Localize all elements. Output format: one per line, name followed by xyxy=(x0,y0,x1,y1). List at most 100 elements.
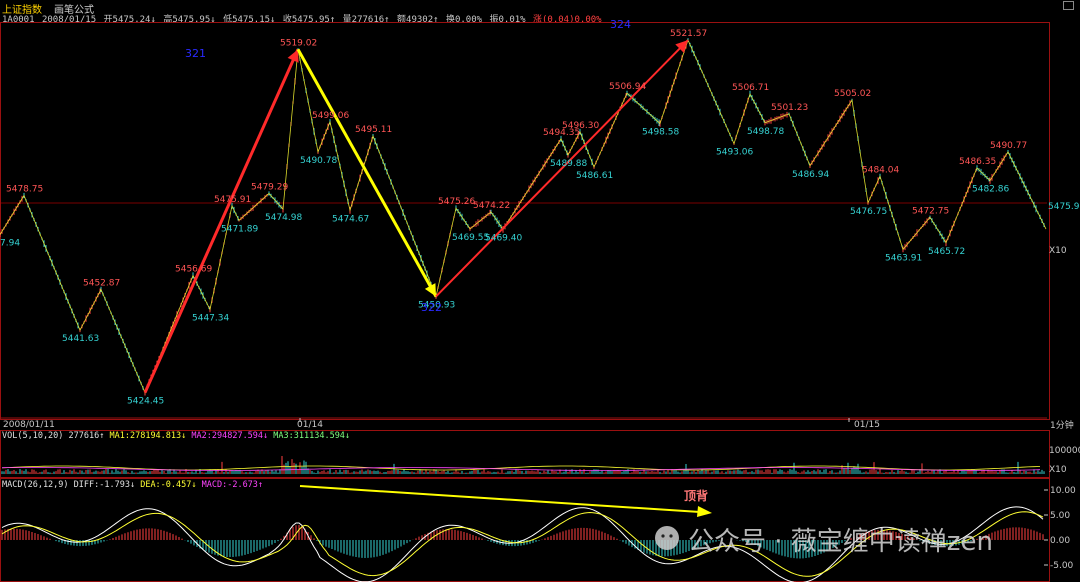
x-tick-label: 2008/01/11 xyxy=(3,420,55,430)
pivot-label: 5447.34 xyxy=(192,314,229,324)
diff-line xyxy=(1,506,1044,582)
pivot-label: 5474.67 xyxy=(332,214,369,224)
price-scale-label: X10 xyxy=(1049,246,1067,256)
chart-header: 上证指数 画笔公式 xyxy=(2,1,94,16)
vol-ma2: MA2:294827.594↓ xyxy=(191,431,269,441)
macd-axis-label: 10.00 xyxy=(1050,486,1076,496)
volume-value: 量277616↑ xyxy=(342,15,390,25)
pen-stroke-line xyxy=(0,38,1047,394)
pivot-label: 5463.91 xyxy=(885,253,922,263)
macd-value: MACD:-2.673↑ xyxy=(201,480,264,490)
watermark: 公众号 · 薇宝缠中读禅zen xyxy=(655,526,993,557)
vol-axis-label: 100000 xyxy=(1049,446,1080,456)
wave-label-321: 321 xyxy=(185,47,206,60)
pivot-label: 5501.23 xyxy=(771,103,808,113)
pivot-label: 5494.35 xyxy=(543,128,580,138)
pivot-label: 5506.94 xyxy=(609,82,646,92)
vol-ma2-line xyxy=(1,467,1041,471)
pivot-label: 5456.69 xyxy=(175,265,212,275)
high-price: 高5475.95↓ xyxy=(163,15,216,25)
pivot-label: 5484.04 xyxy=(862,165,899,175)
macd-axis-label: 5.00 xyxy=(1050,511,1070,521)
x-tick-label: 01/15 xyxy=(854,420,880,430)
pivot-label: 5452.87 xyxy=(83,278,120,288)
pivot-label: 5469.55 xyxy=(452,233,489,243)
macd-axis-label: 0.00 xyxy=(1050,536,1070,546)
pivot-label: 5474.22 xyxy=(473,201,510,211)
pivot-label: 5475.26 xyxy=(438,197,475,207)
formula-tab[interactable]: 画笔公式 xyxy=(54,5,95,16)
divergence-annotation: 顶背 xyxy=(684,488,708,503)
x-tick-label: 01/14 xyxy=(297,420,323,430)
wechat-logo-icon xyxy=(655,526,679,550)
pivot-label: 5486.35 xyxy=(959,157,996,167)
pivot-label: 5478.75 xyxy=(6,185,43,195)
panel-toggle-icon[interactable] xyxy=(1063,1,1074,10)
pivot-label: 5475.91 xyxy=(214,195,251,205)
amount-value: 额49302↑ xyxy=(397,15,439,25)
pivot-label: 5495.11 xyxy=(355,125,392,135)
pivot-label: 5471.89 xyxy=(221,224,258,234)
macd-header: MACD(26,12,9) DIFF:-1.793↓ DEA:-0.457↓ M… xyxy=(2,480,263,490)
pivot-label: 5505.02 xyxy=(834,89,871,99)
pivot-label: 5489.88 xyxy=(550,159,587,169)
index-name[interactable]: 上证指数 xyxy=(2,5,42,16)
macd-layer: 顶背 10.00 5.00 0.00 -5.00 公众号 · 薇宝缠中读禅zen xyxy=(1,485,1076,582)
vol-ma1: MA1:278194.813↓ xyxy=(109,431,187,441)
vol-value: 277616↑ xyxy=(68,431,105,441)
pivot-label: 5450.93 xyxy=(418,300,455,310)
pivot-label: 5469.40 xyxy=(485,233,522,243)
open-price: 开5475.24↓ xyxy=(103,15,156,25)
pivot-label: 5472.75 xyxy=(912,206,949,216)
dea-line xyxy=(1,511,1044,577)
pivot-label: 5486.61 xyxy=(576,171,613,181)
vol-scale-label: X10 xyxy=(1049,465,1067,475)
macd-axis-label: -5.00 xyxy=(1050,561,1074,571)
pivot-label: 5424.45 xyxy=(127,397,164,407)
up-arrow-321 xyxy=(143,48,300,394)
close-price: 收5475.95↑ xyxy=(282,15,336,25)
pivot-label: 5498.78 xyxy=(747,127,784,137)
pivot-label: 5486.94 xyxy=(792,170,829,180)
vol-ma3: MA3:311134.594↓ xyxy=(273,431,351,441)
down-arrow-322 xyxy=(296,48,438,298)
pivot-label: 7.94 xyxy=(0,239,20,249)
volume-layer: 100000 X10 xyxy=(1,446,1080,475)
low-price: 低5475.15↓ xyxy=(223,15,276,25)
down-arrow-322-head xyxy=(424,283,436,297)
watermark-text: 公众号 · 薇宝缠中读禅zen xyxy=(688,527,993,557)
macd-title: MACD(26,12,9) xyxy=(2,480,69,490)
wave-label-322: 322 xyxy=(421,301,442,314)
pivot-label: 5499.06 xyxy=(312,111,349,121)
vol-title: VOL(5,10,20) xyxy=(2,431,64,441)
macd-dea: DEA:-0.457↓ xyxy=(140,480,197,490)
pivot-label: 5496.30 xyxy=(562,121,599,131)
pivot-label: 5476.75 xyxy=(850,207,887,217)
amplitude-value: 振0.01% xyxy=(489,15,526,25)
up-arrow-324 xyxy=(435,39,689,298)
security-code: 1A0001 xyxy=(2,15,35,25)
quote-date: 2008/01/15 xyxy=(41,15,97,25)
up-arrow-324-head xyxy=(675,40,688,53)
volume-header: VOL(5,10,20) 277616↑ MA1:278194.813↓ MA2… xyxy=(2,431,350,441)
up-arrow-321-head xyxy=(287,49,299,63)
pivot-label: 5506.71 xyxy=(732,83,769,93)
wave-label-324: 324 xyxy=(610,18,631,31)
divergence-line xyxy=(299,485,701,513)
volume-panel-frame xyxy=(0,430,1050,478)
pivot-label: 5479.29 xyxy=(251,183,288,193)
pivot-label: 5490.77 xyxy=(990,141,1027,151)
pivot-label: 5493.06 xyxy=(716,148,753,158)
pivot-label: 5441.63 xyxy=(62,334,99,344)
macd-diff: DIFF:-1.793↓ xyxy=(73,480,136,490)
pivot-label: 5465.72 xyxy=(928,247,965,257)
pivot-label: 5519.02 xyxy=(280,38,317,48)
turnover-value: 换0.00% xyxy=(445,15,483,25)
price-panel-frame xyxy=(0,22,1050,420)
pivot-label: 5498.58 xyxy=(642,128,679,138)
pivot-label: 5482.86 xyxy=(972,185,1009,195)
pivot-label: 5521.57 xyxy=(670,29,707,39)
pivot-label: 5474.98 xyxy=(265,213,302,223)
